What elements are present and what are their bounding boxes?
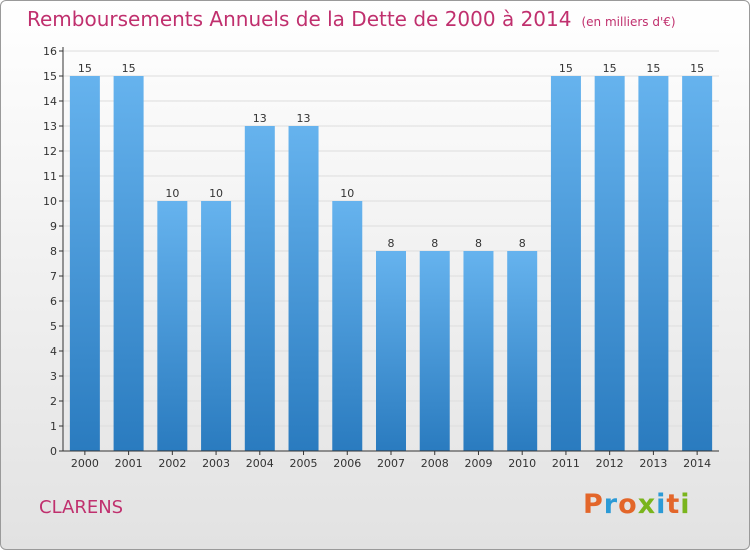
bar-2012 (594, 76, 625, 451)
x-tick-label-2001: 2001 (115, 457, 143, 470)
x-tick-label-2011: 2011 (552, 457, 580, 470)
y-tick-label: 3 (50, 370, 57, 383)
x-tick-label-2012: 2012 (596, 457, 624, 470)
bar-2001 (113, 76, 144, 451)
logo-letter: o (618, 489, 638, 520)
logo-letter: x (637, 489, 657, 520)
bar-2003 (201, 201, 232, 451)
bar-2008 (419, 251, 450, 451)
x-tick-label-2004: 2004 (246, 457, 274, 470)
y-tick-label: 8 (50, 245, 57, 258)
bar-2014 (682, 76, 713, 451)
bar-2011 (550, 76, 581, 451)
y-tick-label: 14 (43, 95, 57, 108)
y-tick-label: 6 (50, 295, 57, 308)
bar-2013 (638, 76, 669, 451)
bars: 15 15 10 10 13 13 10 8 8 8 8 15 15 15 15 (69, 62, 713, 451)
bar-2007 (376, 251, 406, 451)
proxiti-logo: Proxiti (583, 489, 691, 520)
data-label-2009: 8 (475, 237, 482, 250)
bar-2010 (507, 251, 538, 451)
x-tick-label-2010: 2010 (508, 457, 536, 470)
x-tick-label-2003: 2003 (202, 457, 230, 470)
y-tick-label: 1 (50, 420, 57, 433)
x-tick-label-2014: 2014 (683, 457, 711, 470)
y-tick-label: 7 (50, 270, 57, 283)
chart-title: Remboursements Annuels de la Dette de 20… (27, 7, 676, 31)
bar-2009 (463, 251, 494, 451)
data-label-2010: 8 (519, 237, 526, 250)
x-tick-label-2006: 2006 (333, 457, 361, 470)
logo-letter: r (603, 489, 619, 520)
x-tick-label-2005: 2005 (290, 457, 318, 470)
y-tick-label: 2 (50, 395, 57, 408)
bar-2006 (332, 201, 363, 451)
bar-2005 (288, 126, 319, 451)
data-label-2014: 15 (690, 62, 704, 75)
x-tick-label-2013: 2013 (639, 457, 667, 470)
y-tick-label: 4 (50, 345, 57, 358)
y-tick-label: 15 (43, 70, 57, 83)
x-tick-label-2002: 2002 (158, 457, 186, 470)
data-label-2004: 13 (253, 112, 267, 125)
logo-letter: i (656, 489, 667, 520)
bar-2000 (69, 76, 100, 451)
y-tick-label: 12 (43, 145, 57, 158)
data-label-2013: 15 (646, 62, 660, 75)
y-tick-label: 11 (43, 170, 57, 183)
data-label-2007: 8 (388, 237, 395, 250)
data-label-2006: 10 (340, 187, 354, 200)
logo-letter: t (666, 489, 681, 520)
town-name: CLARENS (39, 497, 124, 518)
data-label-2003: 10 (209, 187, 223, 200)
x-tick-label-2007: 2007 (377, 457, 405, 470)
x-tick-label-2009: 2009 (464, 457, 492, 470)
x-tick-label-2008: 2008 (421, 457, 449, 470)
x-tick-label-2000: 2000 (71, 457, 99, 470)
bar-2002 (157, 201, 188, 451)
logo-letter: P (583, 489, 604, 520)
bar-2004 (244, 126, 275, 451)
y-tick-label: 5 (50, 320, 57, 333)
data-label-2008: 8 (431, 237, 438, 250)
y-tick-label: 0 (50, 445, 57, 458)
unit-note: (en milliers d'€) (581, 15, 676, 29)
data-label-2000: 15 (78, 62, 92, 75)
data-label-2012: 15 (603, 62, 617, 75)
y-tick-label: 9 (50, 220, 57, 233)
y-tick-label: 16 (43, 45, 57, 58)
data-label-2002: 10 (165, 187, 179, 200)
logo-letter: i (680, 489, 691, 520)
data-label-2005: 13 (297, 112, 311, 125)
data-label-2011: 15 (559, 62, 573, 75)
data-label-2001: 15 (122, 62, 136, 75)
chart-title-text: Remboursements Annuels de la Dette de 20… (27, 7, 572, 31)
y-tick-label: 10 (43, 195, 57, 208)
y-tick-label: 13 (43, 120, 57, 133)
